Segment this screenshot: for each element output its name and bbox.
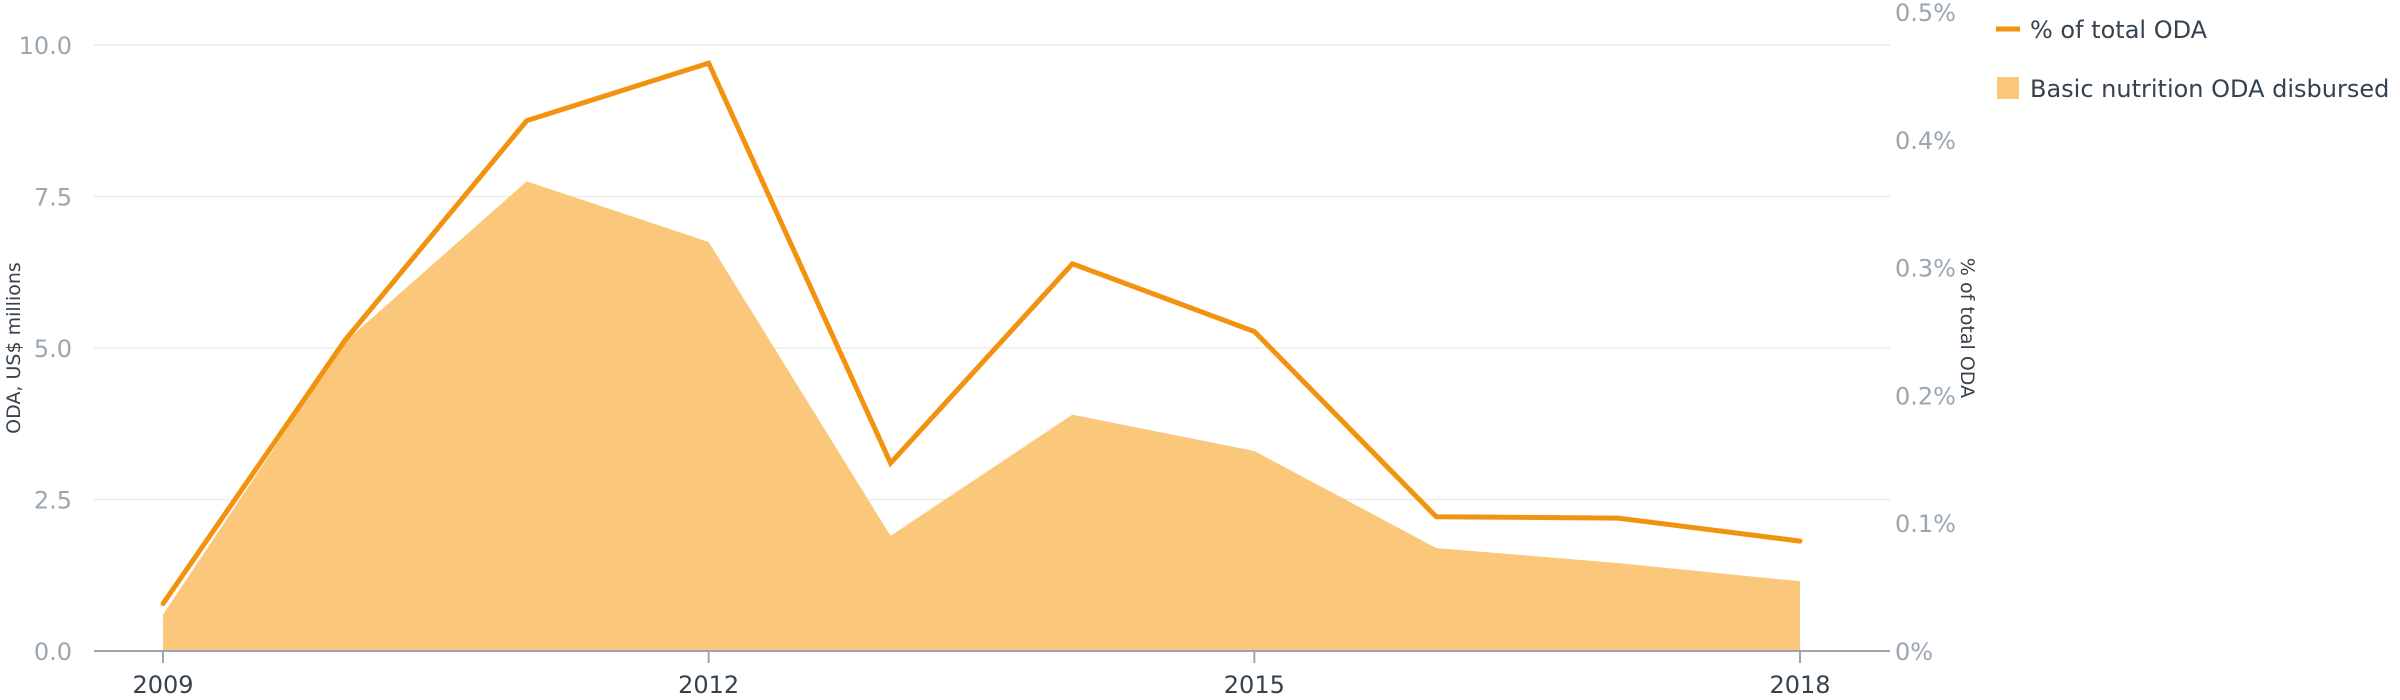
left-tick-label: 7.5 <box>34 184 72 212</box>
legend-line-label: % of total ODA <box>2030 16 2208 44</box>
legend-area-swatch <box>1997 77 2019 99</box>
legend-item-area[interactable]: Basic nutrition ODA disbursed <box>1997 75 2389 103</box>
x-tick-label: 2012 <box>678 671 739 699</box>
line-point-2010[interactable] <box>342 337 348 343</box>
right-axis-ticks: 0% 0.1% 0.2% 0.3% 0.4% 0.5% <box>1895 0 1956 666</box>
area-basic-nutrition-oda <box>163 181 1800 651</box>
x-tick-label: 2018 <box>1769 671 1830 699</box>
line-point-2018[interactable] <box>1797 538 1803 544</box>
right-tick-label: 0.1% <box>1895 510 1956 538</box>
left-axis-ticks: 0.0 2.5 5.0 7.5 10.0 <box>19 32 72 666</box>
right-axis-title: % of total ODA <box>1956 258 1978 398</box>
x-tick-label: 2009 <box>132 671 193 699</box>
left-tick-label: 5.0 <box>34 335 72 363</box>
line-percent-total-oda <box>160 60 1803 607</box>
left-axis-title: ODA, US$ millions <box>3 262 25 434</box>
line-point-2016[interactable] <box>1433 514 1439 520</box>
legend-area-label: Basic nutrition ODA disbursed <box>2030 75 2389 103</box>
line-series <box>160 60 1803 607</box>
left-tick-label: 2.5 <box>34 487 72 515</box>
right-tick-label: 0% <box>1895 638 1933 666</box>
legend-item-line[interactable]: % of total ODA <box>1996 16 2208 44</box>
line-point-2009[interactable] <box>160 601 166 607</box>
legend: % of total ODA Basic nutrition ODA disbu… <box>1996 16 2389 103</box>
line-point-2014[interactable] <box>1069 261 1075 267</box>
right-tick-label: 0.5% <box>1895 0 1956 27</box>
right-tick-label: 0.3% <box>1895 255 1956 283</box>
line-point-2013[interactable] <box>888 460 894 466</box>
x-tick-label: 2015 <box>1224 671 1285 699</box>
area-series <box>163 181 1800 651</box>
line-point-2015[interactable] <box>1251 329 1257 335</box>
line-point-2011[interactable] <box>524 118 530 124</box>
line-point-2012[interactable] <box>706 60 712 66</box>
x-axis-ticks: 2009 2012 2015 2018 <box>132 651 1831 699</box>
right-tick-label: 0.4% <box>1895 127 1956 155</box>
line-point-2017[interactable] <box>1615 515 1621 521</box>
left-tick-label: 0.0 <box>34 638 72 666</box>
right-tick-label: 0.2% <box>1895 382 1956 410</box>
left-tick-label: 10.0 <box>19 32 72 60</box>
